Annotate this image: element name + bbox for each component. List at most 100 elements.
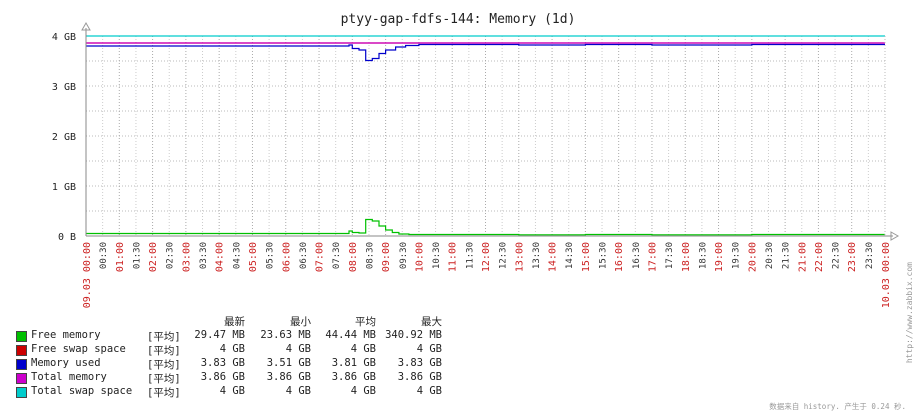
side-url: http://www.zabbix.com <box>905 262 914 364</box>
footer-note: 数据来自 history. 产生于 0.24 秒. <box>769 402 906 411</box>
legend-header-min: 最小 <box>290 316 311 328</box>
series-line-memory-used <box>86 43 885 62</box>
x-tick-label: 22:30 <box>832 242 842 269</box>
legend-swatch <box>16 345 27 356</box>
x-tick-label: 07:30 <box>332 242 342 269</box>
legend-value-max: 340.92 MB <box>385 329 442 341</box>
x-tick-label: 11:30 <box>465 242 475 269</box>
x-tick-label: 10:30 <box>432 242 442 269</box>
x-tick-label: 02:30 <box>166 242 176 269</box>
x-tick-label: 04:30 <box>232 242 242 269</box>
legend-value-min: 4 GB <box>285 343 311 355</box>
x-start-label: 09.03 00:00 <box>82 242 93 308</box>
x-tick-label: 21:30 <box>782 242 792 269</box>
legend-swatch <box>16 373 27 384</box>
legend-value-max: 4 GB <box>416 343 442 355</box>
x-tick-label: 12:00 <box>481 242 492 272</box>
x-tick-label: 14:00 <box>548 242 559 272</box>
legend-value-avg: 3.86 GB <box>331 371 376 383</box>
x-tick-label: 13:00 <box>514 242 525 272</box>
x-tick-label: 14:30 <box>565 242 575 269</box>
legend-value-avg: 3.81 GB <box>331 357 376 369</box>
legend-value-min: 3.86 GB <box>266 371 311 383</box>
x-tick-label: 11:00 <box>448 242 459 272</box>
legend-value-last: 4 GB <box>219 385 245 397</box>
chart-title: ptyy-gap-fdfs-144: Memory (1d) <box>341 12 576 27</box>
x-tick-label: 03:00 <box>181 242 192 272</box>
x-tick-label: 18:00 <box>681 242 692 272</box>
legend-header-max: 最大 <box>421 316 442 328</box>
series-layer <box>86 35 885 236</box>
y-tick-label: 1 GB <box>52 182 76 193</box>
x-axis-ticks: 00:30 01:00 01:30 02:00 02:30 03:00 03:30 04:00… <box>82 242 892 308</box>
x-tick-label: 19:00 <box>714 242 725 272</box>
legend-value-max: 3.83 GB <box>397 357 442 369</box>
x-tick-label: 00:30 <box>99 242 109 269</box>
legend-value-avg: 4 GB <box>350 343 376 355</box>
x-tick-label: 07:00 <box>315 242 326 272</box>
x-tick-label: 01:00 <box>115 242 126 272</box>
x-tick-label: 20:30 <box>765 242 775 269</box>
legend-swatch <box>16 359 27 370</box>
x-tick-label: 16:30 <box>632 242 642 269</box>
legend-value-avg: 44.44 MB <box>325 329 376 341</box>
x-tick-label: 03:30 <box>199 242 209 269</box>
x-tick-label: 08:30 <box>365 242 375 269</box>
x-tick-label: 06:30 <box>299 242 309 269</box>
legend-value-min: 3.51 GB <box>266 357 311 369</box>
legend-series-name: Total memory <box>31 371 107 383</box>
y-tick-label: 2 GB <box>52 132 76 143</box>
x-tick-label: 09:00 <box>381 242 392 272</box>
chart-axes <box>81 21 900 241</box>
x-tick-label: 23:30 <box>865 242 875 269</box>
legend-value-max: 3.86 GB <box>397 371 442 383</box>
legend-swatch <box>16 387 27 398</box>
x-tick-label: 02:00 <box>148 242 159 272</box>
legend-value-min: 23.63 MB <box>260 329 311 341</box>
x-tick-label: 21:00 <box>797 242 808 272</box>
legend-series-name: Memory used <box>31 357 101 369</box>
x-tick-label: 20:00 <box>747 242 758 272</box>
legend-agg: [平均] <box>147 345 181 357</box>
x-tick-label: 09:30 <box>399 242 409 269</box>
x-tick-label: 06:00 <box>281 242 292 272</box>
x-tick-label: 01:30 <box>132 242 142 269</box>
x-tick-label: 18:30 <box>698 242 708 269</box>
legend-swatch <box>16 331 27 342</box>
legend-value-last: 4 GB <box>219 343 245 355</box>
legend-series-name: Total swap space <box>31 385 133 397</box>
x-tick-label: 17:00 <box>647 242 658 272</box>
x-tick-label: 10:00 <box>414 242 425 272</box>
legend-series-name: Free memory <box>31 329 101 341</box>
legend-agg: [平均] <box>147 387 181 399</box>
x-tick-label: 16:00 <box>614 242 625 272</box>
y-tick-label: 0 B <box>58 232 76 243</box>
x-end-label: 10.03 00:00 <box>881 242 892 308</box>
x-axis-arrow <box>890 231 900 241</box>
x-tick-label: 23:00 <box>847 242 858 272</box>
y-axis-arrow <box>81 21 91 31</box>
legend-value-avg: 4 GB <box>350 385 376 397</box>
x-tick-label: 05:30 <box>266 242 276 269</box>
x-tick-label: 08:00 <box>348 242 359 272</box>
x-tick-label: 15:00 <box>581 242 592 272</box>
x-tick-label: 22:00 <box>814 242 825 272</box>
legend-value-max: 4 GB <box>416 385 442 397</box>
y-tick-label: 3 GB <box>52 82 76 93</box>
legend-value-last: 29.47 MB <box>194 329 245 341</box>
y-tick-label: 4 GB <box>52 32 76 43</box>
x-tick-label: 04:00 <box>215 242 226 272</box>
x-tick-label: 15:30 <box>599 242 609 269</box>
x-tick-label: 17:30 <box>665 242 675 269</box>
x-tick-label: 19:30 <box>732 242 742 269</box>
legend-header-avg: 平均 <box>355 316 376 328</box>
legend-series-name: Free swap space <box>31 343 126 355</box>
x-tick-label: 05:00 <box>248 242 259 272</box>
legend-value-last: 3.83 GB <box>200 357 245 369</box>
legend-value-min: 4 GB <box>285 385 311 397</box>
legend-agg: [平均] <box>147 331 181 343</box>
legend-header-last: 最新 <box>224 316 245 328</box>
chart-grid <box>86 36 885 236</box>
